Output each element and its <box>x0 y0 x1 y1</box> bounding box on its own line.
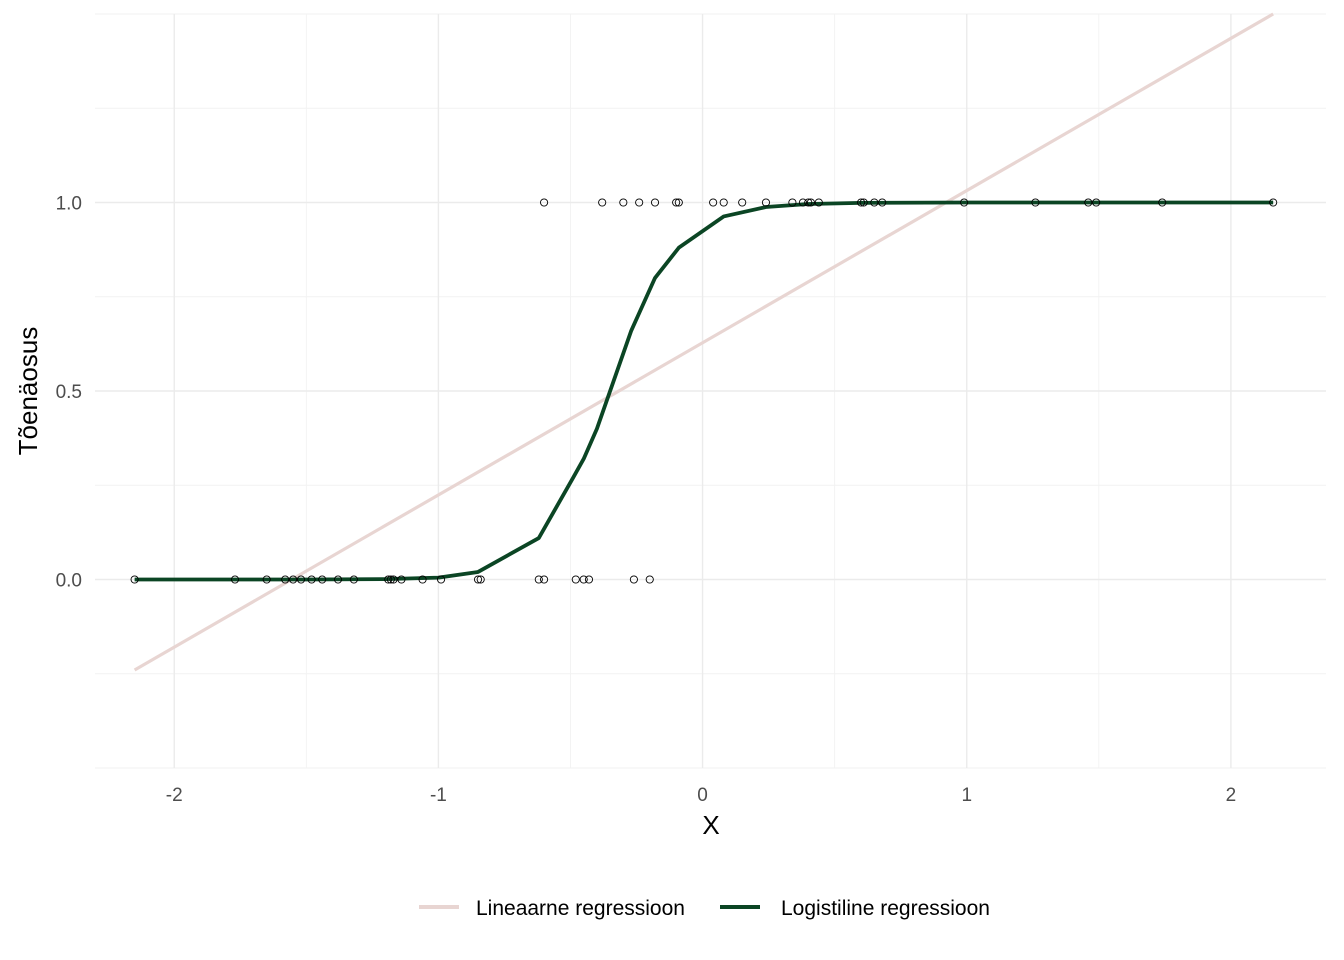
point-y1-3 <box>635 198 644 207</box>
point-y1-6 <box>674 198 683 207</box>
point-y1-14 <box>806 198 815 207</box>
point-y0-22 <box>584 575 594 584</box>
point-y0-13 <box>397 575 406 584</box>
point-y1-7 <box>709 198 718 207</box>
point-y0-4 <box>289 575 298 584</box>
legend-label-1: Logistiline regressioon <box>781 897 990 920</box>
grid <box>95 13 1326 769</box>
point-y0-24 <box>645 575 654 584</box>
point-y1-5 <box>672 198 681 207</box>
point-y0-10 <box>384 575 393 584</box>
point-y1-9 <box>738 198 747 207</box>
point-y0-19 <box>540 575 549 584</box>
legend: Lineaarne regressioon Logistiline regress… <box>419 897 990 920</box>
x-tick-label-2: 0 <box>697 785 708 806</box>
point-y1-10 <box>761 198 771 207</box>
point-y0-6 <box>307 575 316 584</box>
point-y0-16 <box>473 575 483 584</box>
point-y1-4 <box>650 198 660 207</box>
y-tick-label-1: 0.5 <box>56 382 82 403</box>
point-y0-12 <box>389 575 398 584</box>
point-y1-8 <box>719 198 728 207</box>
point-y1-2 <box>619 198 628 207</box>
x-tick-label-0: -2 <box>166 785 183 806</box>
x-tick-label-3: 1 <box>961 785 972 806</box>
point-y0-8 <box>333 575 343 584</box>
point-y0-14 <box>418 575 427 584</box>
point-y0-20 <box>571 575 580 584</box>
point-y1-21 <box>1031 198 1040 207</box>
x-tick-label-1: -1 <box>430 785 447 806</box>
y-axis-ticks: 0.0 0.5 1.0 <box>56 194 82 592</box>
point-y0-11 <box>386 575 395 584</box>
point-y1-20 <box>960 198 969 207</box>
point-y1-23 <box>1092 198 1101 207</box>
series-line-1 <box>134 200 1274 582</box>
point-y0-15 <box>437 575 446 584</box>
point-y1-0 <box>540 198 549 207</box>
point-y1-25 <box>1269 198 1278 207</box>
point-y1-13 <box>804 198 813 207</box>
y-tick-label-2: 1.0 <box>56 194 82 215</box>
point-y1-24 <box>1158 198 1167 207</box>
point-y1-18 <box>870 198 879 207</box>
series-layer <box>133 12 1274 672</box>
point-y0-17 <box>476 575 485 584</box>
point-y0-0 <box>130 575 139 584</box>
series-line-0 <box>133 12 1274 672</box>
point-y1-11 <box>788 198 797 207</box>
point-y1-17 <box>859 198 868 207</box>
point-y0-18 <box>534 575 543 584</box>
point-y0-21 <box>579 575 588 584</box>
point-y1-22 <box>1084 198 1093 207</box>
point-y0-23 <box>629 575 638 584</box>
point-y1-1 <box>598 198 607 207</box>
y-axis-title: Tõenäosus <box>13 327 43 456</box>
point-y0-9 <box>349 575 358 584</box>
point-y1-12 <box>798 198 808 207</box>
point-y0-1 <box>230 575 240 584</box>
x-tick-label-4: 2 <box>1226 785 1237 806</box>
point-y0-5 <box>296 575 306 584</box>
legend-label-0: Lineaarne regressioon <box>476 897 685 920</box>
point-y0-3 <box>281 575 290 584</box>
point-y1-19 <box>878 198 887 207</box>
point-y0-2 <box>262 575 271 584</box>
x-axis-ticks: -2 -1 0 1 2 <box>166 785 1236 806</box>
x-axis-title: X <box>702 810 719 840</box>
point-y1-15 <box>814 198 823 207</box>
point-y1-16 <box>857 198 866 207</box>
point-y0-7 <box>318 575 327 584</box>
points-layer <box>130 198 1278 584</box>
y-tick-label-0: 0.0 <box>56 571 82 592</box>
